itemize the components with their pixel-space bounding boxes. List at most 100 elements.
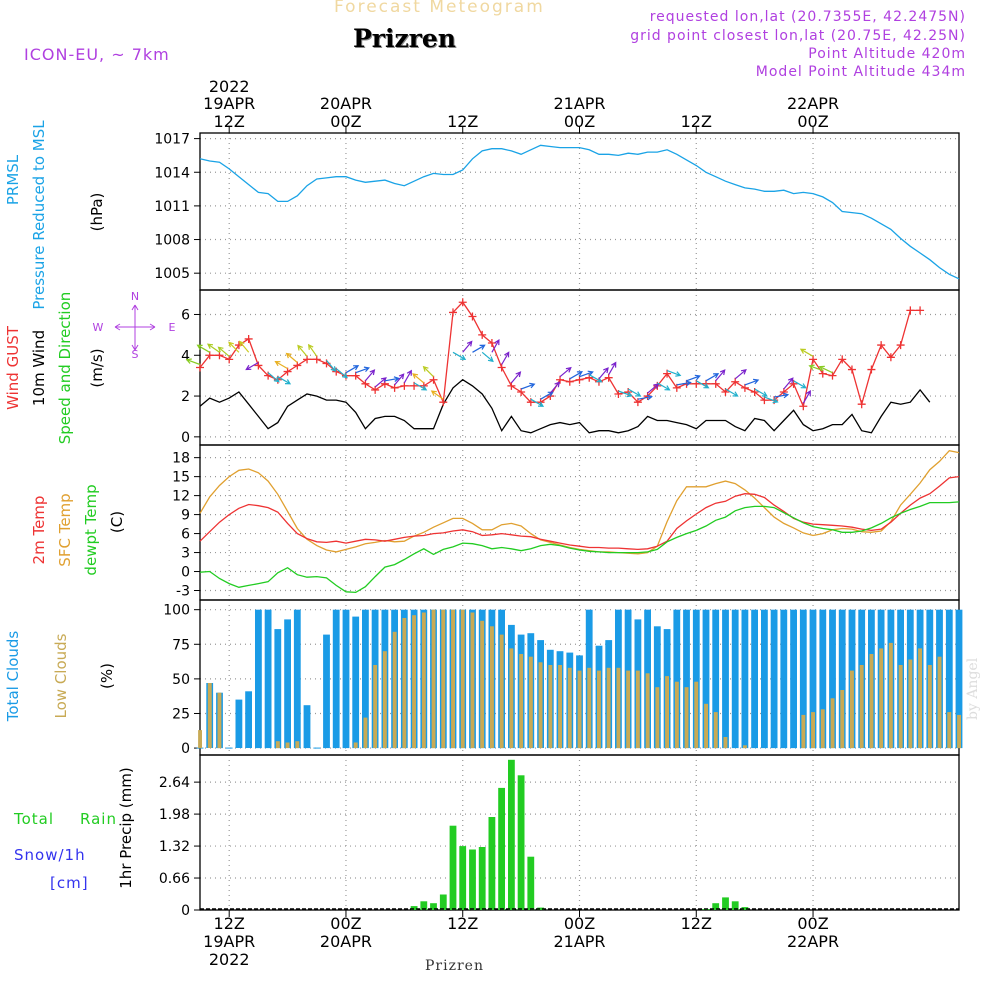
total-cloud-bar: [770, 609, 778, 749]
top-date-label: 21APR: [553, 94, 605, 113]
rain-bar: [498, 787, 505, 910]
low-cloud-bar: [840, 690, 845, 749]
low-cloud-bar: [694, 681, 699, 749]
wind-direction-arrow: [598, 367, 609, 380]
wind-direction-arrow: [695, 380, 710, 389]
low-cloud-bar: [616, 667, 621, 749]
wind-gust-point: [468, 312, 477, 321]
wind-gust-point: [449, 308, 457, 317]
total-cloud-bar: [809, 609, 817, 749]
wind-direction-arrow: [228, 341, 240, 353]
top-year-label: 2022: [209, 77, 250, 96]
total-cloud-bar: [702, 609, 710, 749]
low-cloud-bar: [937, 656, 942, 748]
y-tick-label: 1011: [154, 199, 190, 215]
wind-direction-arrow: [355, 366, 370, 374]
wind-speed-line: [199, 378, 931, 434]
rain-bar: [517, 775, 525, 910]
wind-gust-point: [672, 383, 681, 392]
wind-direction-arrow: [608, 361, 617, 376]
wind-direction-arrow: [793, 380, 807, 389]
wind-gust-point: [225, 355, 234, 364]
low-cloud-bar: [441, 609, 446, 749]
wind-gust-point: [633, 398, 642, 407]
y-tick-label: 2.64: [159, 775, 190, 791]
low-cloud-bar: [373, 665, 378, 748]
y-tick-label: 3: [181, 546, 190, 562]
wind-direction-arrow: [238, 340, 250, 353]
total-cloud-bar: [692, 609, 700, 749]
low-cloud-bar: [859, 665, 864, 748]
clouds-unit: (%): [98, 663, 116, 689]
wind-gust-label: Wind GUST: [4, 325, 22, 410]
wind-direction-arrow: [754, 388, 768, 397]
wind-gust-point: [283, 367, 292, 376]
total-cloud-bar: [741, 609, 749, 749]
low-cloud-bar: [801, 714, 806, 749]
wind-unit: (m/s): [88, 348, 106, 387]
y-tick-label: 0.66: [159, 871, 190, 887]
wind-direction-arrow: [773, 392, 790, 399]
panel-frame-precip: [199, 754, 960, 911]
temp-2m-label: 2m Temp: [30, 496, 48, 565]
y-tick-label: 1017: [154, 132, 190, 148]
low-cloud-bar: [908, 659, 913, 749]
total-cloud-bar: [945, 609, 953, 749]
wind-direction-arrow: [686, 374, 701, 382]
total-cloud-bar: [712, 609, 720, 749]
total-cloud-bar: [838, 609, 846, 749]
total-cloud-bar: [683, 609, 690, 749]
y-tick-label: 9: [181, 508, 190, 524]
dewpt-label: dewpt Temp: [82, 484, 100, 575]
wind-direction-arrow: [384, 376, 400, 382]
footer-location: Prizren: [425, 958, 484, 974]
bottom-date-label: 21APR: [553, 932, 605, 951]
low-cloud-bar: [460, 609, 465, 749]
wind-direction-arrow: [491, 339, 500, 353]
top-date-label: 19APR: [203, 94, 255, 113]
requested-coordinates: requested lon,lat (20.7355E, 42.2475N): [649, 9, 966, 25]
top-hour-label: 12Z: [681, 112, 712, 131]
y-tick-label: 12: [172, 489, 190, 505]
wind-direction-arrow: [430, 390, 444, 400]
low-cloud-bar: [850, 670, 854, 749]
total-cloud-bar: [274, 629, 282, 749]
wind-gust-point: [303, 355, 312, 364]
wind-direction-arrow: [818, 365, 833, 374]
wind-direction-arrow: [374, 377, 387, 388]
low-cloud-bar: [421, 612, 426, 749]
bottom-hour-label: 12Z: [681, 914, 712, 933]
wind-direction-arrow: [274, 360, 288, 370]
low-cloud-bar: [275, 741, 280, 749]
low-cloud-bar: [713, 712, 718, 749]
snow-label: Snow/1h: [14, 846, 86, 864]
low-cloud-bar: [597, 670, 601, 749]
low-cloud-bar: [451, 609, 455, 749]
low-cloud-bar: [198, 730, 202, 749]
rain-bar: [527, 856, 535, 910]
wind-direction-arrow: [413, 382, 428, 391]
y-tick-label: 2: [181, 389, 190, 405]
program-title: Forecast Meteogram: [334, 0, 545, 17]
y-tick-label: 1.98: [159, 807, 190, 823]
wind-direction-arrow: [676, 380, 692, 387]
low-cloud-bar: [499, 634, 504, 749]
total-cloud-bar: [799, 609, 807, 749]
wind-direction-arrow: [637, 394, 653, 401]
wind-gust-point: [351, 371, 360, 380]
wind-gust-point: [361, 379, 370, 388]
sfc-temp-line: [199, 449, 960, 555]
wind-direction-arrow: [618, 390, 633, 398]
wind-direction-arrow: [569, 371, 583, 380]
pressure-unit: (hPa): [88, 193, 106, 232]
bottom-hour-label: 12Z: [447, 914, 478, 933]
y-tick-label: 0: [181, 903, 190, 919]
wind-direction-arrow: [734, 368, 747, 380]
wind-direction-arrow: [185, 358, 201, 366]
wind-gust-point: [196, 363, 204, 372]
y-tick-label: 1005: [154, 266, 190, 282]
total-cloud-bar: [653, 626, 661, 749]
low-cloud-bar: [684, 687, 689, 749]
y-tick-label: 6: [181, 307, 190, 323]
